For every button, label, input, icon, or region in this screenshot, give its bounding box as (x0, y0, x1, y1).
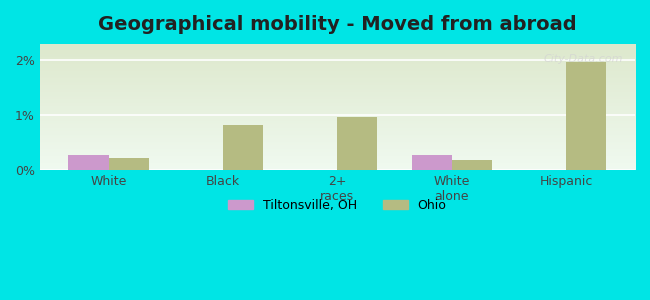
Legend: Tiltonsville, OH, Ohio: Tiltonsville, OH, Ohio (224, 194, 452, 217)
Bar (109, 158, 149, 170)
Bar (452, 160, 492, 170)
Text: City-Data.com: City-Data.com (543, 54, 623, 64)
Bar (68, 155, 109, 170)
Bar (337, 117, 378, 170)
Title: Geographical mobility - Moved from abroad: Geographical mobility - Moved from abroa… (98, 15, 577, 34)
Bar (412, 155, 452, 170)
Bar (566, 62, 606, 170)
Bar (223, 125, 263, 170)
